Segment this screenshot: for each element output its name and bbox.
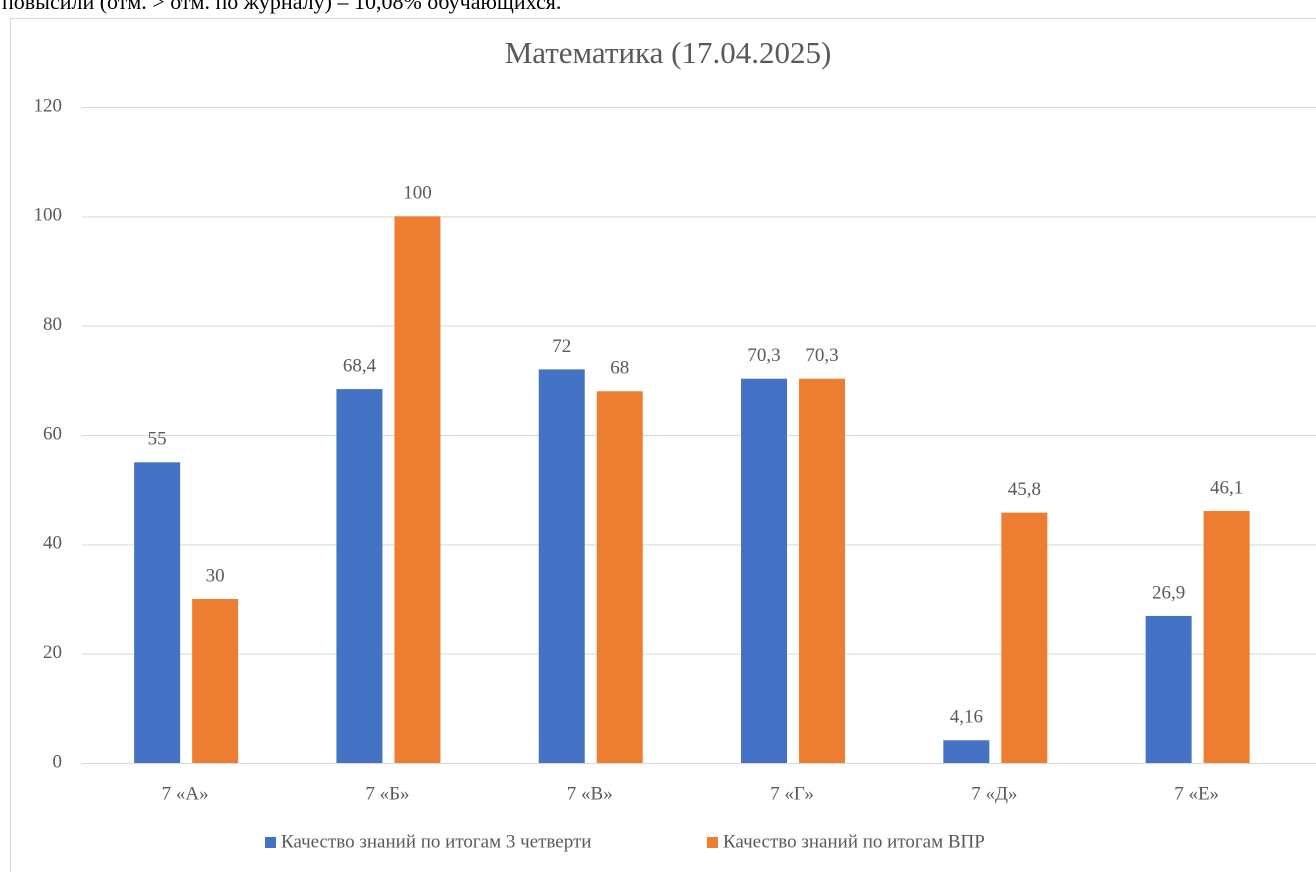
bar xyxy=(596,391,643,763)
y-tick-label: 0 xyxy=(53,751,63,772)
y-tick-label: 40 xyxy=(43,533,62,554)
data-label: 70,3 xyxy=(805,345,838,366)
data-label: 46,1 xyxy=(1210,477,1243,498)
y-tick-label: 120 xyxy=(34,95,63,116)
x-tick-label: 7 «Б» xyxy=(365,783,409,804)
bar xyxy=(1145,615,1192,763)
chart-frame xyxy=(10,18,1316,872)
data-label: 55 xyxy=(148,429,167,450)
data-label: 26,9 xyxy=(1152,582,1185,603)
bar xyxy=(799,378,846,763)
bar xyxy=(336,389,383,763)
bar xyxy=(943,740,990,763)
bar xyxy=(741,378,788,763)
legend-swatch xyxy=(265,837,276,848)
x-tick-label: 7 «Д» xyxy=(971,783,1017,804)
data-label: 45,8 xyxy=(1008,479,1041,500)
bar xyxy=(1203,510,1250,763)
data-label: 30 xyxy=(206,565,225,586)
data-label: 100 xyxy=(403,183,432,204)
data-label: 70,3 xyxy=(747,345,780,366)
data-label: 68,4 xyxy=(343,355,377,376)
bar xyxy=(1001,512,1048,763)
y-tick-label: 20 xyxy=(43,642,62,663)
legend-swatch xyxy=(707,837,718,848)
bar xyxy=(192,599,239,763)
x-tick-label: 7 «Г» xyxy=(770,783,814,804)
data-label: 68 xyxy=(610,358,629,379)
bar xyxy=(134,462,181,763)
x-tick-label: 7 «Е» xyxy=(1174,783,1219,804)
paragraph-fragment: повысили (отм. ˃ отм. по журналу) – 10,0… xyxy=(2,0,561,14)
y-tick-label: 60 xyxy=(43,423,62,444)
y-tick-label: 80 xyxy=(43,314,62,335)
bar xyxy=(394,216,441,764)
legend-label: Качество знаний по итогам 3 четверти xyxy=(281,831,591,852)
legend-label: Качество знаний по итогам ВПР xyxy=(723,831,985,852)
bar xyxy=(538,369,585,763)
data-label: 4,16 xyxy=(950,707,983,728)
chart-title: Математика (17.04.2025) xyxy=(505,35,832,70)
x-tick-label: 7 «В» xyxy=(567,783,613,804)
y-tick-label: 100 xyxy=(34,205,63,226)
data-label: 72 xyxy=(552,336,571,357)
x-tick-label: 7 «А» xyxy=(162,783,209,804)
